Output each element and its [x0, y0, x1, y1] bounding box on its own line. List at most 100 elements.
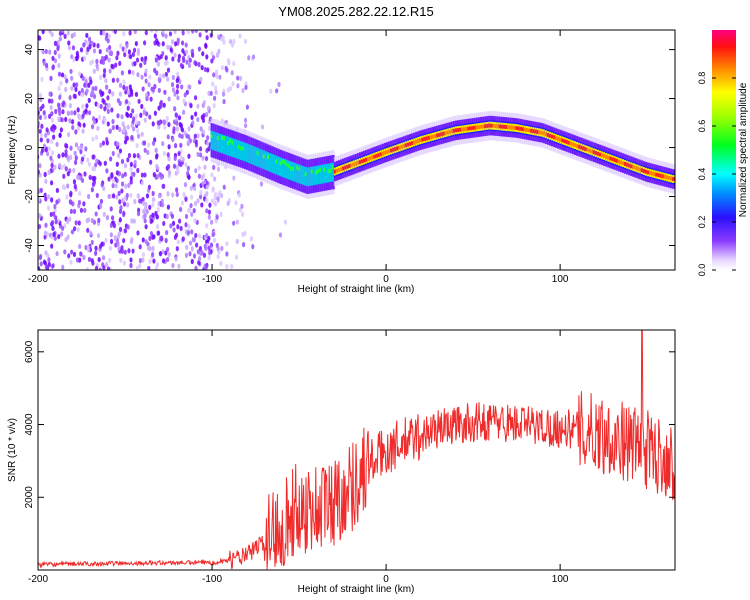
noise-dot: [72, 57, 76, 63]
noise-dot: [171, 192, 175, 198]
noise-dot: [58, 162, 62, 168]
noise-dot: [33, 232, 36, 237]
noise-dot: [183, 130, 187, 136]
noise-dot: [210, 51, 214, 57]
noise-dot: [194, 168, 198, 174]
noise-dot: [84, 108, 88, 114]
noise-dot: [189, 103, 193, 109]
trace-mid: [237, 140, 241, 160]
noise-dot: [78, 114, 82, 120]
noise-dot: [200, 174, 204, 181]
y-tick-label: -20: [24, 189, 35, 204]
noise-dot: [96, 102, 101, 109]
noise-dot: [66, 132, 71, 138]
noise-dot: [121, 197, 125, 204]
noise-dot: [30, 263, 33, 268]
noise-dot: [44, 222, 48, 228]
noise-dot: [105, 215, 110, 221]
noise-dot: [228, 38, 233, 45]
noise-dot: [126, 157, 130, 163]
noise-dot: [209, 242, 214, 248]
trace-core: [275, 159, 279, 164]
noise-dot: [190, 246, 194, 252]
noise-dot: [72, 82, 76, 88]
noise-dot: [74, 129, 78, 135]
noise-dot: [210, 198, 215, 204]
noise-dot: [47, 194, 51, 200]
noise-dot: [93, 175, 97, 182]
trace-mid: [264, 151, 268, 171]
noise-dot: [241, 87, 245, 94]
noise-dot: [58, 94, 62, 100]
noise-dot: [174, 256, 178, 262]
noise-dot: [61, 152, 65, 158]
noise-dot: [160, 236, 164, 242]
noise-dot: [75, 55, 79, 62]
noise-dot: [190, 229, 194, 235]
noise-dot: [170, 39, 175, 45]
noise-dot: [105, 168, 109, 174]
noise-dot: [51, 55, 55, 61]
noise-dot: [129, 262, 133, 269]
noise-dot: [79, 207, 84, 213]
noise-dot: [33, 260, 36, 265]
noise-dot: [171, 74, 175, 81]
trace-mid: [225, 135, 229, 155]
trace-mid: [287, 160, 291, 180]
noise-dot: [143, 172, 147, 178]
noise-dot: [125, 85, 129, 92]
noise-dot: [109, 232, 113, 238]
noise-dot: [113, 30, 117, 35]
noise-dot: [144, 224, 148, 230]
noise-dot: [217, 249, 221, 255]
colorbar-tick-label: 0.4: [697, 168, 707, 181]
noise-dot: [102, 30, 106, 36]
noise-dot: [96, 43, 100, 49]
noise-dot: [111, 215, 115, 221]
trace-core: [239, 146, 243, 151]
noise-dot: [188, 84, 192, 90]
noise-dot: [78, 243, 82, 250]
noise-dot: [80, 177, 85, 183]
noise-dot: [244, 84, 248, 91]
trace-core: [440, 132, 444, 137]
noise-dot: [101, 140, 106, 146]
noise-dot: [173, 106, 177, 112]
noise-dot: [134, 113, 138, 119]
noise-dot: [134, 91, 139, 97]
noise-dot: [138, 258, 143, 264]
x-axis-label: Height of straight line (km): [298, 584, 415, 595]
noise-dot: [129, 257, 133, 263]
noise-dot: [176, 71, 180, 77]
colorbar: 0.0 0.2 0.4 0.6 0.8 Normalized spectral ampl…: [697, 30, 749, 276]
noise-dot: [247, 55, 251, 61]
noise-dot: [185, 59, 189, 65]
noise-dot: [143, 147, 147, 153]
noise-dot: [165, 213, 169, 220]
noise-dot: [151, 252, 155, 258]
noise-dot: [137, 133, 141, 139]
trace-core: [421, 137, 425, 142]
noise-dot: [187, 174, 191, 180]
noise-dot: [127, 69, 132, 75]
trace-core: [333, 169, 337, 174]
noise-dot: [67, 45, 72, 51]
noise-dot: [102, 211, 106, 217]
noise-dot: [283, 219, 288, 225]
noise-dot: [198, 152, 203, 158]
noise-dot: [141, 200, 146, 206]
noise-dot: [29, 213, 32, 218]
noise-dot: [183, 92, 187, 98]
noise-dot: [38, 35, 41, 41]
noise-dot: [171, 220, 176, 226]
noise-dot: [174, 41, 178, 47]
noise-dot: [197, 233, 202, 239]
noise-dot: [136, 72, 140, 78]
noise-dot: [106, 121, 110, 127]
noise-dot: [70, 110, 74, 116]
noise-dot: [164, 33, 168, 39]
trace-core: [310, 169, 314, 174]
noise-dot: [171, 87, 176, 93]
noise-dot: [130, 218, 134, 224]
noise-dot: [175, 83, 180, 89]
